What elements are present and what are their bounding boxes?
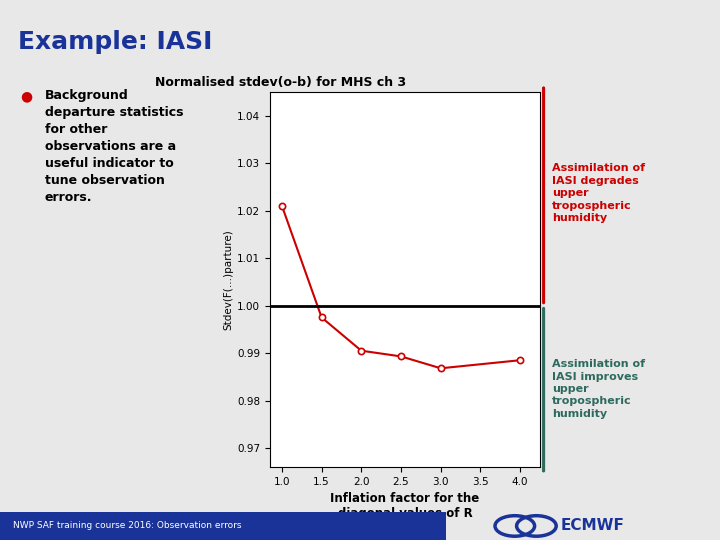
Text: Background
departure statistics
for other
observations are a
useful indicator to: Background departure statistics for othe… <box>45 89 183 204</box>
X-axis label: Inflation factor for the
diagonal values of R: Inflation factor for the diagonal values… <box>330 492 480 521</box>
Text: ECMWF: ECMWF <box>560 518 624 534</box>
Text: Example: IASI: Example: IASI <box>18 30 212 53</box>
Y-axis label: Stdev(F(…)parture): Stdev(F(…)parture) <box>223 229 233 330</box>
Text: Assimilation of
IASI degrades
upper
tropospheric
humidity: Assimilation of IASI degrades upper trop… <box>552 164 645 223</box>
Text: NWP SAF training course 2016: Observation errors: NWP SAF training course 2016: Observatio… <box>13 522 241 530</box>
Text: Assimilation of
IASI improves
upper
tropospheric
humidity: Assimilation of IASI improves upper trop… <box>552 359 645 419</box>
Text: ●: ● <box>20 89 32 103</box>
Text: Normalised stdev(o-b) for MHS ch 3: Normalised stdev(o-b) for MHS ch 3 <box>155 76 406 89</box>
